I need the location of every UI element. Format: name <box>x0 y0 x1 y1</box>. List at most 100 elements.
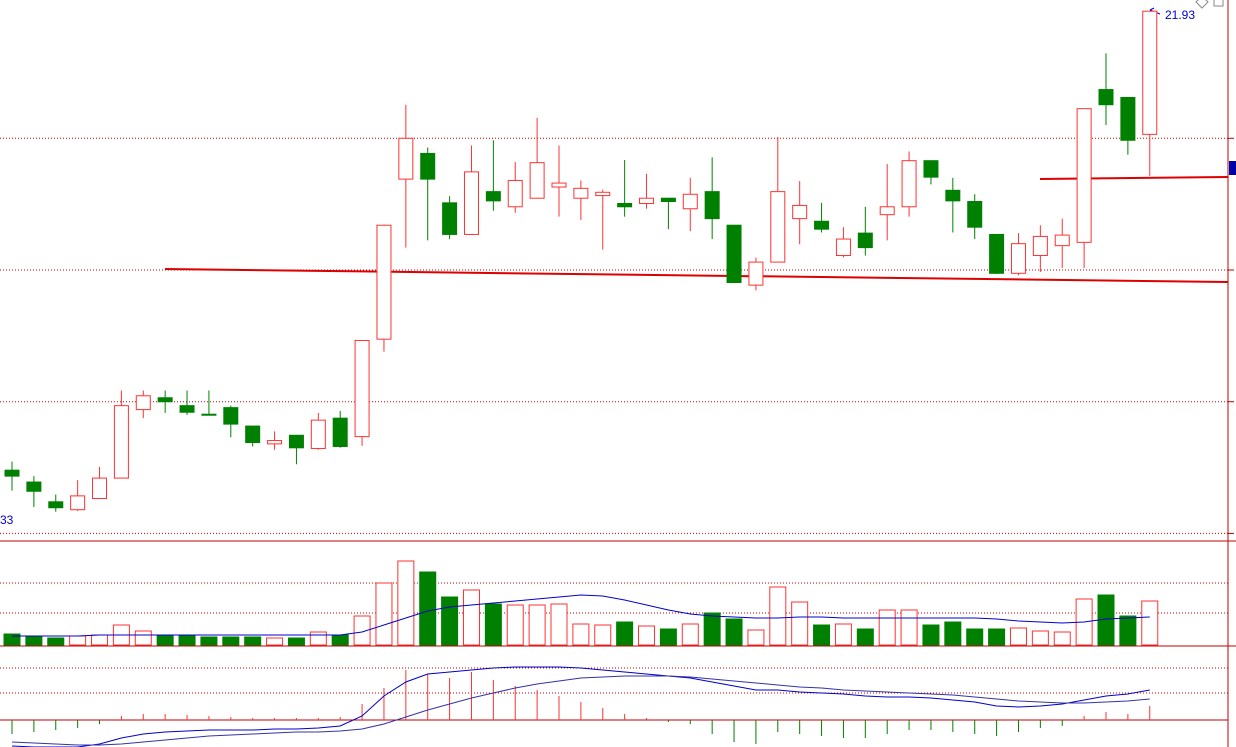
candle-body <box>529 162 545 199</box>
candle-body <box>967 201 983 228</box>
volume-bar <box>594 624 612 646</box>
volume-bar <box>791 601 809 646</box>
candle-body <box>113 405 129 479</box>
volume-bar <box>47 637 65 646</box>
price-marker <box>1229 161 1236 175</box>
candle-body <box>245 425 261 444</box>
candle-body <box>157 397 173 403</box>
volume-bar <box>375 582 393 646</box>
candle-body <box>1076 108 1092 243</box>
volume-bar <box>900 609 918 646</box>
volume-bar <box>856 628 874 646</box>
volume-bar <box>922 624 940 646</box>
volume-bar <box>462 589 480 646</box>
candle-body <box>617 202 633 208</box>
volume-bar <box>572 623 590 646</box>
volume-bar <box>769 586 787 646</box>
candle-body <box>288 434 304 449</box>
volume-bar <box>659 628 677 646</box>
volume-bar <box>91 634 109 646</box>
volume-bar <box>156 634 174 646</box>
volume-bar <box>1119 615 1137 646</box>
volume-bar <box>616 621 634 646</box>
volume-bar <box>1141 600 1159 646</box>
candle-body <box>70 495 86 511</box>
volume-bar <box>397 560 415 646</box>
candle-body <box>835 238 851 257</box>
volume-bar <box>834 623 852 646</box>
volume-bar <box>681 623 699 646</box>
candle-body <box>639 197 655 204</box>
volume-bar <box>528 604 546 646</box>
volume-bar <box>287 637 305 646</box>
candle-body <box>92 477 108 500</box>
candle-body <box>595 191 611 197</box>
candle-body <box>332 417 348 447</box>
candle-body <box>354 339 370 438</box>
candle-body <box>573 187 589 199</box>
volume-bar <box>725 618 743 646</box>
candle-body <box>814 220 830 230</box>
candle-body <box>1098 89 1114 106</box>
volume-bar <box>1031 630 1049 646</box>
volume-bar <box>244 636 262 646</box>
candle-body <box>179 405 195 413</box>
candle-body <box>1010 243 1026 274</box>
candle-body <box>376 224 392 340</box>
volume-bar <box>222 636 240 646</box>
candle-body <box>660 197 676 203</box>
volume-bar <box>69 635 87 646</box>
volume-bar <box>550 603 568 646</box>
candle-body <box>420 152 436 180</box>
volume-bar <box>3 633 21 646</box>
icon[interactable] <box>1195 0 1209 9</box>
volume-bar <box>484 603 502 646</box>
candle-body <box>901 160 917 208</box>
volume-bar <box>944 621 962 646</box>
candle-body <box>879 206 895 216</box>
candle-body <box>1142 10 1158 135</box>
candle-body <box>1054 234 1070 247</box>
candle-body <box>989 233 1005 274</box>
volume-bar <box>353 615 371 646</box>
volume-bar <box>966 628 984 646</box>
candle-body <box>201 413 217 416</box>
high-label: 21.93 <box>1165 8 1195 22</box>
volume-bar <box>441 596 459 646</box>
volume-bar <box>1053 631 1071 646</box>
candle-body <box>945 189 961 202</box>
volume-bar <box>988 628 1006 646</box>
candle-body <box>26 481 42 492</box>
volume-bar <box>703 612 721 646</box>
low-label: 33 <box>0 513 14 527</box>
support-line <box>1039 176 1229 180</box>
candle-body <box>551 182 567 188</box>
candle-body <box>748 261 764 286</box>
macd-line <box>11 666 1150 747</box>
volume-bar <box>813 624 831 646</box>
volume-bar <box>200 636 218 646</box>
volume-bar <box>266 637 284 646</box>
volume-bar <box>309 631 327 646</box>
volume-ma <box>12 594 1150 637</box>
volume-bar <box>419 571 437 646</box>
volume-bar <box>1009 627 1027 646</box>
candle-body <box>726 224 742 284</box>
volume-bar <box>747 629 765 646</box>
volume-bar <box>178 634 196 646</box>
candle-body <box>857 232 873 249</box>
candle-body <box>1120 96 1136 141</box>
candle-body <box>770 191 786 263</box>
volume-bar <box>638 625 656 646</box>
support-line <box>164 268 1229 283</box>
candle-body <box>1032 235 1048 257</box>
volume-bar <box>134 630 152 646</box>
candle-body <box>4 469 20 477</box>
icon[interactable] <box>1213 0 1224 7</box>
candle-body <box>923 160 939 178</box>
candle-body <box>442 202 458 235</box>
candle-body <box>485 191 501 202</box>
candle-body <box>704 191 720 220</box>
volume-bar <box>25 636 43 646</box>
